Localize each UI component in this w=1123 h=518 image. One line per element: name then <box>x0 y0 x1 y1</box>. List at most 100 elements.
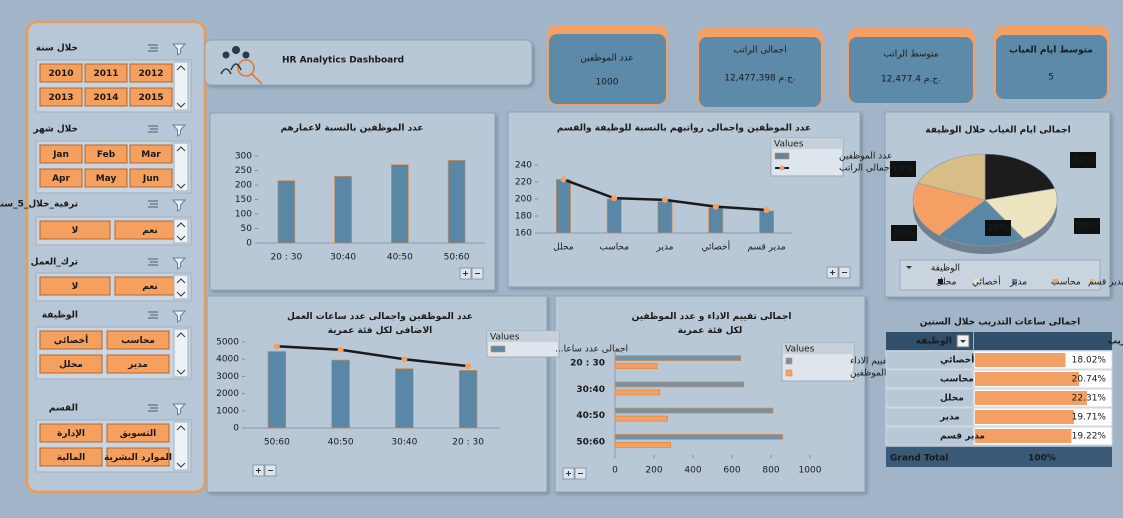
data-label-box <box>1074 218 1100 234</box>
table-value: 20.74% <box>1072 375 1107 385</box>
x-tick-label: 30:40 <box>391 438 417 448</box>
filter-icon[interactable] <box>171 403 187 416</box>
slicer-button-label[interactable]: Feb <box>97 150 116 160</box>
scrollbar[interactable] <box>173 421 189 471</box>
slicer-button[interactable] <box>106 354 170 374</box>
table-row-label: محلل <box>940 394 964 404</box>
slicer-button-label[interactable]: Apr <box>52 174 70 184</box>
table-header: اجمالى ساعات_التدريب <box>1108 337 1123 347</box>
multi-select-icon[interactable] <box>148 44 158 52</box>
slicer-button-label[interactable]: مدير <box>127 360 148 370</box>
slicer-button[interactable] <box>129 63 173 83</box>
chart-title: عدد الموظفين واجمالى عدد ساعات العمل الاض… <box>287 312 473 336</box>
slicer-button[interactable] <box>39 87 83 107</box>
slicer-button-label[interactable]: نعم <box>142 226 158 236</box>
filter-icon[interactable] <box>171 199 187 212</box>
slicer-button-label[interactable]: لا <box>72 282 79 292</box>
legend-label: اجمالى عدد ساعا... <box>555 345 628 355</box>
slicer-button-label[interactable]: الإدارة <box>57 429 85 439</box>
kpi-box <box>549 34 666 104</box>
kpi-box <box>699 37 821 107</box>
slicer-button[interactable] <box>84 63 128 83</box>
slicer-button-label[interactable]: 2012 <box>138 69 163 79</box>
slicer-button[interactable] <box>39 144 83 164</box>
multi-select-icon[interactable] <box>148 125 158 133</box>
slicer-button[interactable] <box>39 423 103 443</box>
slicer-button[interactable] <box>84 144 128 164</box>
table-row-label: مدير <box>939 413 960 423</box>
x-tick-label: أخصائي <box>701 241 730 253</box>
bar <box>395 368 414 429</box>
slicer-button-label[interactable]: الموارد البشرية <box>104 453 172 463</box>
plus-icon <box>256 468 261 473</box>
scrollbar[interactable] <box>173 142 189 192</box>
bar <box>614 363 658 370</box>
filter-icon[interactable] <box>171 43 187 56</box>
scroll-arrows <box>176 425 186 468</box>
slicer-button[interactable] <box>84 168 128 188</box>
multi-select-icon[interactable] <box>148 311 158 319</box>
slicer-button-label[interactable]: محلل <box>59 360 83 370</box>
table-row-label: مدير قسم <box>940 432 985 442</box>
filter-icon[interactable] <box>171 257 187 270</box>
slicer-button-label[interactable]: أخصائي <box>54 334 88 346</box>
multi-select-icon[interactable] <box>148 404 158 412</box>
slicer-button[interactable] <box>106 330 170 350</box>
slicer-button-label[interactable]: محاسب <box>121 336 155 346</box>
kpi-label: متوسط الراتب <box>883 50 938 60</box>
slicer-title: القسم <box>49 404 78 414</box>
slicer-button[interactable] <box>39 276 111 296</box>
slicer-button[interactable] <box>84 87 128 107</box>
filter-icon[interactable] <box>171 310 187 323</box>
x-tick-label: 20 : 30 <box>452 438 484 448</box>
slicer-button[interactable] <box>39 168 83 188</box>
pie-slice <box>912 182 986 236</box>
slicer-button-label[interactable]: 2010 <box>48 69 73 79</box>
slicer-button-label[interactable]: 2014 <box>93 93 118 103</box>
scrollbar[interactable] <box>173 328 189 378</box>
scrollbar[interactable] <box>173 61 189 111</box>
slicer-button[interactable] <box>39 354 103 374</box>
slicer-button-label[interactable]: Mar <box>141 150 161 160</box>
slicer-button-label[interactable]: المالية <box>57 453 85 463</box>
slicer-button[interactable] <box>106 423 170 443</box>
slicer-button-label[interactable]: التسويق <box>120 429 156 439</box>
x-tick-label: محاسب <box>599 243 629 253</box>
slicer-button-label[interactable]: Jun <box>142 174 159 184</box>
legend-label: عدد الموظفين <box>850 369 903 379</box>
data-bar <box>975 372 1080 386</box>
slicer-button-label[interactable]: 2013 <box>48 93 73 103</box>
x-tick-label: 600 <box>723 466 740 476</box>
x-tick-label: 800 <box>762 466 779 476</box>
legend-label: محاسب <box>1051 278 1081 288</box>
kpi-value: 5 <box>1048 73 1054 83</box>
slicer-button[interactable] <box>39 220 111 240</box>
slicer-title: خلال سنة <box>36 44 78 54</box>
slicer-button-label[interactable]: لا <box>72 226 79 236</box>
bar <box>614 355 742 362</box>
slicer-button[interactable] <box>39 63 83 83</box>
slicer-button-label[interactable]: Jan <box>52 150 69 160</box>
legend-swatch <box>779 165 785 171</box>
legend-swatch <box>938 279 943 284</box>
legend-swatch <box>785 369 793 377</box>
legend-title: Values <box>490 333 520 343</box>
slicer-button[interactable] <box>39 330 103 350</box>
slicer-button[interactable] <box>129 168 173 188</box>
multi-select-icon[interactable] <box>148 200 158 208</box>
slicer-button[interactable] <box>129 87 173 107</box>
legend-header <box>782 343 854 354</box>
slicer-button-label[interactable]: نعم <box>142 282 158 292</box>
legend-label: اجمالى الراتب <box>839 164 892 174</box>
slicer-button[interactable] <box>106 447 170 467</box>
slicer-button[interactable] <box>129 144 173 164</box>
slicer-button-label[interactable]: 2011 <box>93 69 118 79</box>
data-label: 21% <box>1072 156 1094 166</box>
slicer-button[interactable] <box>39 447 103 467</box>
slicer-button-label[interactable]: 2015 <box>138 93 163 103</box>
slicer-button-label[interactable]: May <box>96 174 117 184</box>
filter-icon[interactable] <box>171 124 187 137</box>
multi-select-icon[interactable] <box>148 258 158 266</box>
legend-dropdown[interactable] <box>906 266 912 269</box>
